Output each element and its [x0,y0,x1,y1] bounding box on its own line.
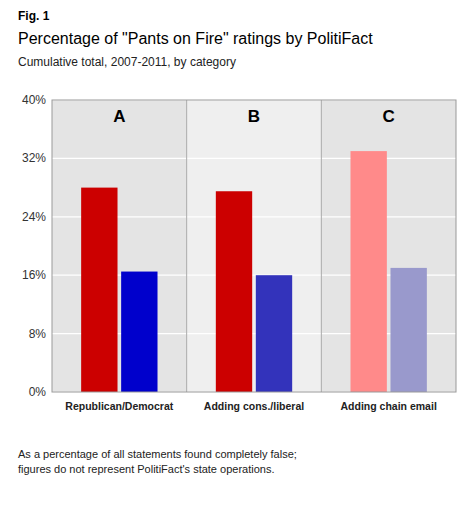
panel-background [187,100,322,392]
y-tick-label: 32% [22,151,46,165]
group-letter: B [248,107,260,126]
subtitle: Cumulative total, 2007-2011, by category [18,55,236,69]
footnote-line: figures do not represent PolitiFact's st… [18,463,274,475]
group-letter: C [383,107,395,126]
bar [256,275,292,392]
y-tick-label: 0% [29,385,47,399]
plot-frame [52,100,456,392]
panel-background [321,100,456,392]
x-tick-label: Adding cons./liberal [204,400,304,412]
y-tick-label: 24% [22,210,46,224]
footnote-line: As a percentage of all statements found … [18,448,297,460]
y-tick-label: 40% [22,93,46,107]
footnote: As a percentage of all statements found … [18,448,297,475]
bar [350,151,386,392]
grid-line [52,158,456,159]
group-letter: A [113,107,125,126]
bar [81,188,117,392]
panel-divider [186,100,187,392]
bar [216,191,252,392]
y-tick-label: 16% [22,268,46,282]
chart: Fig. 1 Percentage of "Pants on Fire" rati… [0,0,474,507]
bar [390,268,426,392]
bar [121,272,157,392]
panel-background [52,100,187,392]
y-tick-label: 8% [29,327,47,341]
bars [81,151,427,392]
title: Percentage of "Pants on Fire" ratings by… [18,30,373,47]
x-tick-label: Adding chain email [341,400,437,412]
fig-label: Fig. 1 [18,9,50,23]
panel-divider [321,100,322,392]
x-tick-label: Republican/Democrat [65,400,173,412]
